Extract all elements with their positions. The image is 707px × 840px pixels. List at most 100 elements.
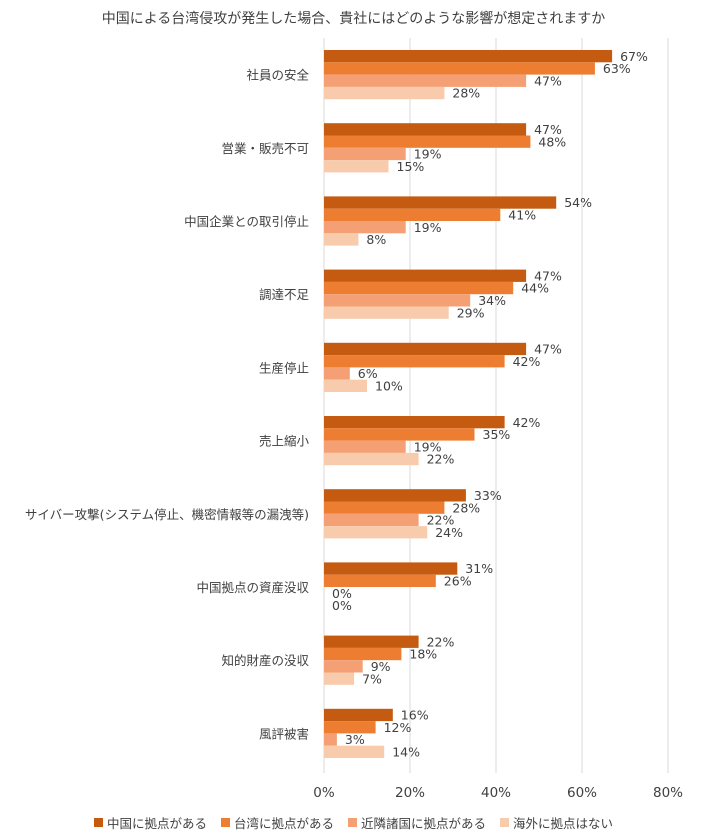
legend-label: 近隣諸国に拠点がある [361, 816, 487, 831]
bar [324, 416, 505, 429]
bars [324, 50, 613, 758]
data-label: 34% [478, 293, 506, 308]
bar [324, 123, 527, 136]
data-label: 22% [427, 634, 455, 649]
data-label: 9% [371, 659, 391, 674]
bar [324, 562, 458, 575]
bar [324, 50, 613, 63]
data-label: 42% [513, 354, 541, 369]
bar [324, 367, 350, 380]
bar [324, 160, 389, 173]
data-label: 44% [521, 281, 549, 296]
bar [324, 62, 595, 75]
x-tick-label: 60% [567, 785, 597, 801]
data-label: 54% [564, 195, 592, 210]
category-labels: 社員の安全営業・販売不可中国企業との取引停止調達不足生産停止売上縮小サイバー攻撃… [25, 68, 310, 742]
bar [324, 342, 527, 356]
category-label: 生産停止 [259, 360, 309, 375]
bar [324, 294, 471, 307]
data-label: 18% [409, 647, 437, 662]
bar [324, 526, 428, 539]
bar [324, 147, 406, 161]
bar [324, 635, 419, 648]
data-labels: 67%63%47%28%47%48%19%15%54%41%19%8%47%44… [332, 49, 648, 760]
bar [324, 306, 449, 319]
bar [324, 672, 355, 685]
data-label: 8% [366, 232, 386, 247]
bar [324, 86, 445, 100]
category-label: 知的財産の没収 [221, 653, 309, 668]
bar [324, 513, 419, 527]
bar [324, 501, 445, 514]
category-label: 調達不足 [259, 287, 310, 302]
data-label: 33% [474, 488, 502, 503]
x-tick-label: 40% [481, 785, 511, 801]
bar [324, 733, 337, 746]
bar [324, 440, 406, 453]
data-label: 67% [620, 49, 648, 64]
data-label: 63% [603, 61, 631, 76]
bar [324, 721, 376, 734]
data-label: 16% [401, 708, 429, 723]
legend-label: 海外に拠点はない [513, 816, 614, 831]
data-label: 6% [358, 366, 378, 381]
bar [324, 745, 385, 758]
data-label: 7% [362, 671, 382, 686]
legend-item: 中国に拠点がある [93, 813, 207, 832]
data-label: 29% [457, 305, 485, 320]
data-label: 35% [483, 427, 511, 442]
category-label: 営業・販売不可 [221, 141, 309, 156]
data-label: 47% [534, 122, 562, 137]
bar [324, 489, 466, 502]
category-label: サイバー攻撃(システム停止、機密情報等の漏洩等) [25, 507, 309, 522]
bar [324, 660, 363, 673]
data-label: 47% [534, 73, 562, 88]
legend: 中国に拠点がある 台湾に拠点がある 近隣諸国に拠点がある 海外に拠点はない [0, 813, 707, 832]
data-label: 3% [345, 732, 365, 747]
chart-title: 中国による台湾侵攻が発生した場合、貴社にはどのような影響が想定されますか [101, 11, 606, 27]
data-label: 22% [427, 513, 455, 528]
x-tick-label: 0% [313, 785, 335, 801]
data-label: 26% [444, 574, 472, 589]
category-label: 社員の安全 [246, 68, 309, 83]
legend-swatch [220, 818, 230, 827]
category-label: 中国拠点の資産没収 [196, 580, 309, 595]
data-label: 28% [452, 500, 480, 515]
category-label: 風評被害 [259, 726, 309, 741]
data-label: 19% [414, 147, 442, 162]
x-tick-label: 20% [395, 785, 425, 801]
bar [324, 135, 531, 148]
bar [324, 452, 419, 466]
data-label: 0% [332, 586, 352, 601]
legend-label: 中国に拠点がある [106, 816, 207, 831]
data-label: 31% [465, 561, 493, 576]
bar [324, 574, 436, 587]
bar [324, 281, 514, 295]
data-label: 10% [375, 379, 403, 394]
data-label: 28% [452, 86, 480, 101]
data-label: 19% [414, 439, 442, 454]
bar [324, 196, 557, 209]
bar [324, 208, 501, 221]
legend-item: 海外に拠点はない [500, 813, 613, 832]
legend-swatch [93, 818, 103, 827]
bar [324, 233, 359, 246]
data-label: 15% [397, 159, 425, 174]
data-label: 22% [427, 452, 455, 467]
data-label: 24% [435, 525, 463, 540]
data-label: 14% [392, 745, 420, 760]
category-label: 中国企業との取引停止 [184, 214, 309, 229]
legend-swatch [348, 818, 357, 827]
data-label: 0% [332, 598, 352, 613]
data-label: 47% [534, 342, 562, 357]
category-label: 売上縮小 [259, 434, 310, 449]
bar [324, 647, 402, 661]
data-label: 42% [513, 415, 541, 430]
bar [324, 379, 367, 392]
data-label: 47% [534, 268, 562, 283]
x-tick-label: 80% [653, 785, 683, 801]
data-label: 48% [538, 134, 566, 149]
bar [324, 74, 527, 87]
legend-swatch [500, 818, 510, 827]
